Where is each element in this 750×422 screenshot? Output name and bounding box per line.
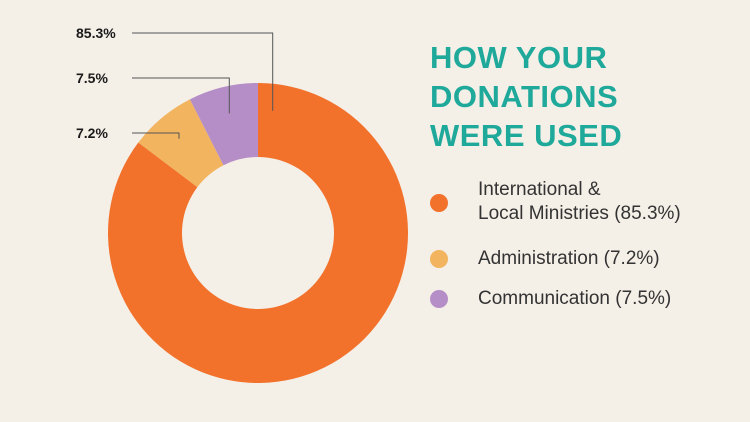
legend-swatch-ministries: [430, 194, 448, 212]
title-line-2: DONATIONS: [430, 79, 619, 114]
legend-label-ministries-line-1: International &: [478, 179, 601, 200]
legend-label-administration-line-1: Administration (7.2%): [478, 248, 660, 269]
data-label-communication: 7.5%: [76, 70, 108, 86]
legend-label-communication: Communication (7.5%): [478, 287, 671, 311]
legend-label-ministries-line-2: Local Ministries (85.3%): [478, 203, 681, 224]
callouts: 85.3% 7.5% 7.2%: [76, 25, 274, 141]
legend-swatch-communication: [430, 290, 448, 308]
data-label-international-local-ministries: 85.3%: [76, 25, 116, 41]
slice-international-local-ministries: [108, 83, 409, 383]
callout-line-international-local-ministries: [132, 32, 274, 111]
callout-line-communication: [132, 77, 230, 114]
legend-label-ministries: International & Local Ministries (85.3%): [478, 178, 681, 226]
legend-label-communication-line-1: Communication (7.5%): [478, 288, 672, 309]
chart-title: HOW YOUR DONATIONS WERE USED: [430, 38, 730, 155]
title-line-3: WERE USED: [430, 118, 623, 153]
slice-administration: [138, 99, 224, 188]
callout-line-administration: [132, 132, 180, 139]
data-label-administration: 7.2%: [76, 125, 108, 141]
slice-communication: [189, 83, 258, 166]
legend-swatch-administration: [430, 250, 448, 268]
title-line-1: HOW YOUR: [430, 40, 608, 75]
donut-slices: [108, 83, 409, 383]
legend-label-administration: Administration (7.2%): [478, 247, 660, 271]
